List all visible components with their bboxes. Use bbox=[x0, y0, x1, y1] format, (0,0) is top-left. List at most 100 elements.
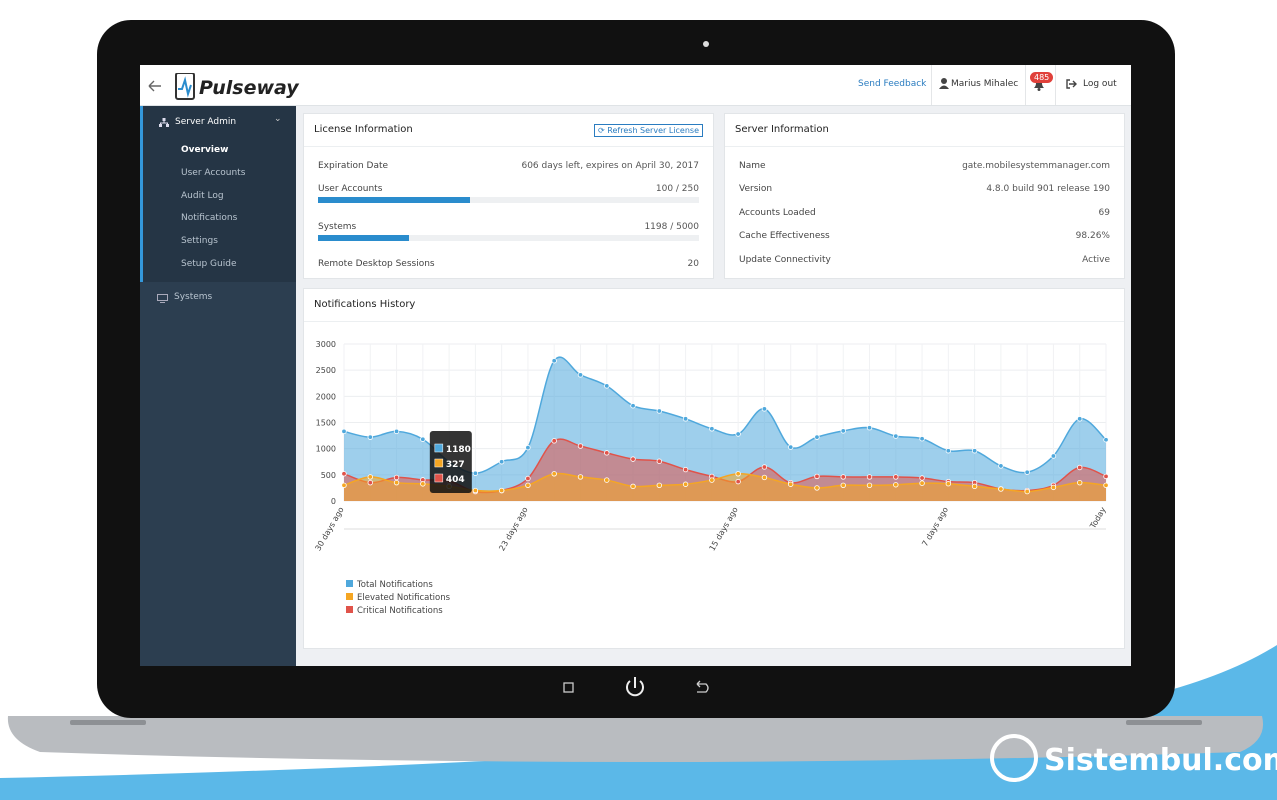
point bbox=[814, 485, 820, 491]
point bbox=[709, 426, 715, 432]
info-row: Update Connectivity Active bbox=[739, 255, 1110, 265]
point bbox=[393, 479, 400, 486]
area bbox=[344, 473, 1106, 501]
x-tick-label: 7 days ago bbox=[920, 505, 950, 548]
separator bbox=[304, 146, 713, 147]
point bbox=[735, 471, 741, 477]
point bbox=[1050, 453, 1057, 459]
point bbox=[656, 482, 663, 488]
point bbox=[945, 481, 952, 487]
point bbox=[761, 464, 768, 470]
point bbox=[1077, 479, 1083, 486]
progress-fill bbox=[318, 235, 410, 241]
y-tick-label: 3000 bbox=[316, 340, 336, 349]
point bbox=[341, 482, 347, 488]
point bbox=[1077, 464, 1083, 471]
point bbox=[656, 458, 663, 464]
info-label: Expiration Date bbox=[318, 161, 389, 171]
point bbox=[393, 474, 400, 481]
camera bbox=[703, 41, 709, 47]
point bbox=[840, 428, 846, 434]
point bbox=[840, 482, 846, 488]
info-row: Systems 1198 / 5000 bbox=[318, 222, 699, 241]
point bbox=[787, 481, 794, 487]
legend-label: Elevated Notifications bbox=[357, 593, 451, 603]
point bbox=[577, 443, 584, 449]
legend-label: Critical Notifications bbox=[357, 606, 443, 616]
power-button bbox=[626, 677, 644, 697]
point bbox=[1103, 482, 1109, 488]
y-tick-label: 1500 bbox=[316, 419, 336, 428]
info-row: Expiration Date 606 days left, expires on… bbox=[318, 161, 699, 171]
home-button bbox=[563, 682, 574, 693]
systems-link[interactable]: Systems bbox=[174, 292, 213, 302]
info-label: Name bbox=[739, 161, 766, 171]
point bbox=[735, 478, 741, 485]
card-title: Notifications History bbox=[314, 299, 416, 310]
info-row: Cache Effectiveness 98.26% bbox=[739, 231, 1110, 241]
divider bbox=[1025, 65, 1026, 105]
nav-item[interactable]: Audit Log bbox=[181, 190, 224, 201]
x-tick-label: 30 days ago bbox=[313, 505, 345, 552]
point bbox=[367, 479, 373, 486]
separator bbox=[304, 321, 1124, 322]
info-label: Remote Desktop Sessions bbox=[318, 259, 435, 269]
y-tick-label: 500 bbox=[321, 471, 336, 480]
y-tick-label: 0 bbox=[331, 497, 336, 506]
refresh-button[interactable]: ⟳ Refresh Server License bbox=[594, 124, 703, 137]
nav-item[interactable]: Settings bbox=[181, 236, 218, 247]
info-value: gate.mobilesystemmanager.com bbox=[962, 161, 1110, 171]
nav-item[interactable]: Setup Guide bbox=[181, 259, 237, 269]
server-card: Server Information Name gate.mobilesystem… bbox=[724, 113, 1125, 279]
wave bbox=[0, 645, 1277, 800]
point bbox=[866, 474, 873, 480]
point bbox=[709, 477, 715, 483]
legend-swatch bbox=[346, 580, 353, 587]
point bbox=[551, 358, 557, 364]
tooltip-value: 327 bbox=[446, 460, 465, 470]
systems-icon bbox=[157, 294, 168, 303]
point bbox=[630, 403, 636, 409]
point bbox=[761, 406, 768, 412]
info-row: Version 4.8.0 build 901 release 190 bbox=[739, 184, 1110, 194]
laptop-base bbox=[7, 716, 1264, 762]
legend-swatch bbox=[346, 593, 353, 600]
area bbox=[344, 357, 1106, 501]
tooltip-swatch bbox=[434, 473, 444, 483]
point bbox=[630, 456, 636, 462]
legend-swatch bbox=[346, 606, 353, 613]
nav-item[interactable]: User Accounts bbox=[181, 167, 246, 178]
point bbox=[525, 475, 531, 482]
info-value: 4.8.0 build 901 release 190 bbox=[986, 184, 1110, 195]
sidebar: Server Admin ⌄ Overview User Accounts Audi… bbox=[140, 106, 296, 666]
info-value: Active bbox=[1082, 254, 1110, 265]
back-icon[interactable] bbox=[148, 80, 161, 92]
point bbox=[866, 425, 873, 431]
watermark: Sistembul.com bbox=[1044, 743, 1277, 778]
point bbox=[682, 466, 689, 473]
point bbox=[341, 471, 347, 477]
point bbox=[1103, 473, 1109, 480]
nav-item[interactable]: Notifications bbox=[181, 213, 238, 224]
menu-section[interactable]: Server Admin bbox=[175, 117, 237, 127]
logout[interactable]: Log out bbox=[1083, 79, 1117, 89]
point bbox=[498, 487, 505, 494]
user-icon bbox=[939, 78, 949, 89]
user-name[interactable]: Marius Mihalec bbox=[951, 79, 1019, 89]
info-value: 69 bbox=[1098, 207, 1110, 218]
tooltip-value: 1180 bbox=[446, 445, 471, 455]
x-tick-label: Today bbox=[1088, 505, 1108, 531]
point bbox=[840, 474, 846, 480]
notifications-card: Notifications History 0 500 1000 1500 2000 25… bbox=[303, 288, 1125, 649]
watermark-logo bbox=[990, 734, 1038, 782]
point bbox=[367, 474, 373, 480]
divider bbox=[1055, 65, 1056, 105]
nav-item[interactable]: Overview bbox=[181, 145, 229, 155]
point bbox=[893, 474, 899, 480]
progress-track bbox=[318, 197, 699, 203]
info-label: Version bbox=[739, 184, 773, 195]
point bbox=[866, 482, 873, 488]
point bbox=[682, 481, 689, 487]
menu-icon bbox=[159, 118, 169, 127]
send-feedback[interactable]: Send Feedback bbox=[858, 79, 927, 89]
